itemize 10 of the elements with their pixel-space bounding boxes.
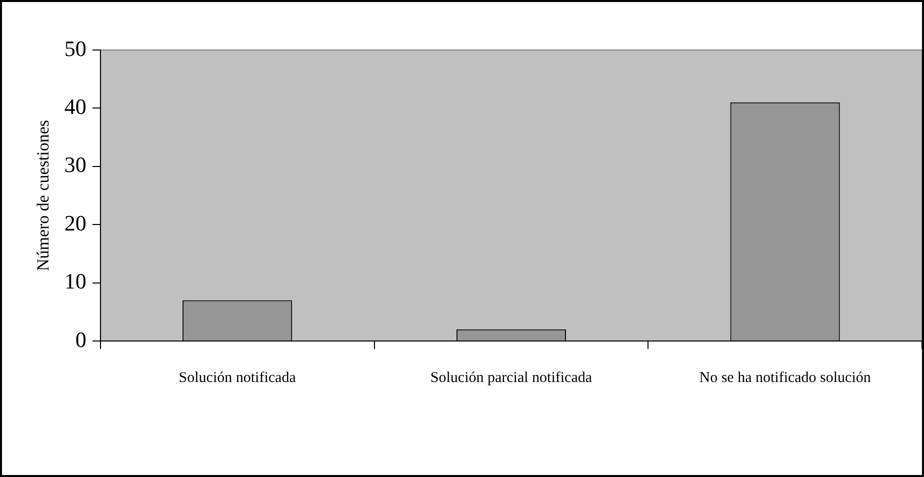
x-tick-label: Solución parcial notificada [430,370,592,386]
y-axis-title: Número de cuestiones [34,120,53,272]
y-tick-label: 50 [64,36,86,61]
y-tick-label: 0 [75,326,86,352]
x-tick-label: Solución notificada [178,370,296,386]
y-tick-label: 40 [64,94,86,119]
y-tick-label: 30 [64,152,86,178]
y-tick-label: 20 [64,210,86,236]
x-tick-label: No se ha notificado solución [699,370,872,386]
y-tick-label: 10 [64,268,86,294]
